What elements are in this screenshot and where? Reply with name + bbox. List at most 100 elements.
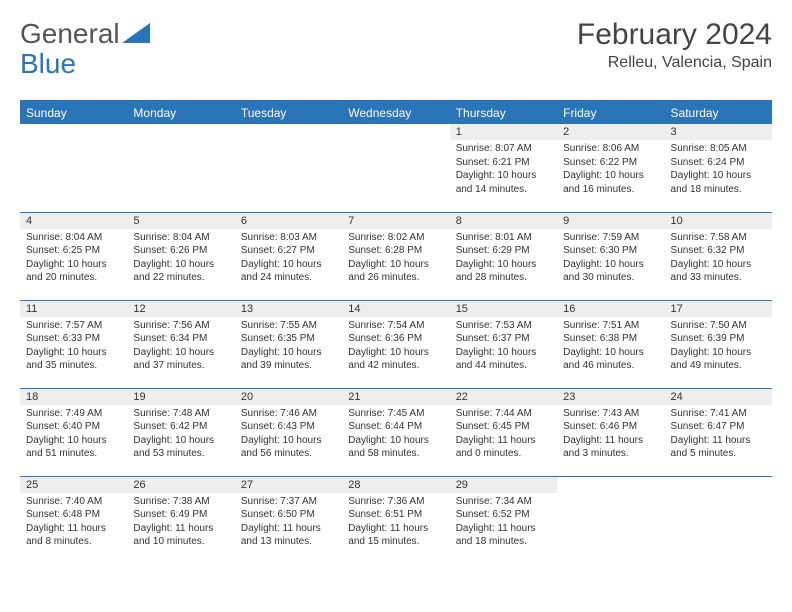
day-cell: 7Sunrise: 8:02 AMSunset: 6:28 PMDaylight… — [342, 212, 449, 300]
day-cell: 21Sunrise: 7:45 AMSunset: 6:44 PMDayligh… — [342, 388, 449, 476]
daylight-text: Daylight: 10 hours and 37 minutes. — [133, 346, 228, 373]
day-body: Sunrise: 7:57 AMSunset: 6:33 PMDaylight:… — [20, 317, 127, 377]
day-cell: 8Sunrise: 8:01 AMSunset: 6:29 PMDaylight… — [450, 212, 557, 300]
sunrise-text: Sunrise: 8:01 AM — [456, 231, 551, 245]
sunset-text: Sunset: 6:35 PM — [241, 332, 336, 346]
day-cell: 22Sunrise: 7:44 AMSunset: 6:45 PMDayligh… — [450, 388, 557, 476]
daylight-text: Daylight: 10 hours and 39 minutes. — [241, 346, 336, 373]
day-empty — [20, 124, 127, 140]
day-cell: 26Sunrise: 7:38 AMSunset: 6:49 PMDayligh… — [127, 476, 234, 564]
day-number: 18 — [20, 389, 127, 405]
location: Relleu, Valencia, Spain — [577, 54, 772, 72]
sunset-text: Sunset: 6:39 PM — [671, 332, 766, 346]
day-body: Sunrise: 7:55 AMSunset: 6:35 PMDaylight:… — [235, 317, 342, 377]
day-number: 25 — [20, 477, 127, 493]
day-cell: 16Sunrise: 7:51 AMSunset: 6:38 PMDayligh… — [557, 300, 664, 388]
day-body: Sunrise: 7:37 AMSunset: 6:50 PMDaylight:… — [235, 493, 342, 553]
month-title: February 2024 — [577, 18, 772, 52]
day-number: 6 — [235, 213, 342, 229]
day-cell: 14Sunrise: 7:54 AMSunset: 6:36 PMDayligh… — [342, 300, 449, 388]
sunrise-text: Sunrise: 7:45 AM — [348, 407, 443, 421]
sunset-text: Sunset: 6:51 PM — [348, 508, 443, 522]
day-cell: 6Sunrise: 8:03 AMSunset: 6:27 PMDaylight… — [235, 212, 342, 300]
sunrise-text: Sunrise: 7:44 AM — [456, 407, 551, 421]
calendar-table: Sunday Monday Tuesday Wednesday Thursday… — [20, 102, 772, 564]
day-body: Sunrise: 7:46 AMSunset: 6:43 PMDaylight:… — [235, 405, 342, 465]
day-number: 14 — [342, 301, 449, 317]
day-body: Sunrise: 7:40 AMSunset: 6:48 PMDaylight:… — [20, 493, 127, 553]
sunset-text: Sunset: 6:43 PM — [241, 420, 336, 434]
sunset-text: Sunset: 6:26 PM — [133, 244, 228, 258]
sunrise-text: Sunrise: 7:59 AM — [563, 231, 658, 245]
day-number: 24 — [665, 389, 772, 405]
day-number: 11 — [20, 301, 127, 317]
day-number: 10 — [665, 213, 772, 229]
day-cell: 20Sunrise: 7:46 AMSunset: 6:43 PMDayligh… — [235, 388, 342, 476]
day-number: 1 — [450, 124, 557, 140]
daylight-text: Daylight: 11 hours and 0 minutes. — [456, 434, 551, 461]
day-cell: 10Sunrise: 7:58 AMSunset: 6:32 PMDayligh… — [665, 212, 772, 300]
logo-text-blue: Blue — [20, 48, 76, 80]
sunset-text: Sunset: 6:30 PM — [563, 244, 658, 258]
sunrise-text: Sunrise: 8:07 AM — [456, 142, 551, 156]
day-number: 7 — [342, 213, 449, 229]
sunset-text: Sunset: 6:25 PM — [26, 244, 121, 258]
day-body: Sunrise: 8:04 AMSunset: 6:25 PMDaylight:… — [20, 229, 127, 289]
sunrise-text: Sunrise: 8:03 AM — [241, 231, 336, 245]
logo: General — [20, 18, 152, 50]
week-row: 25Sunrise: 7:40 AMSunset: 6:48 PMDayligh… — [20, 476, 772, 564]
dow-tuesday: Tuesday — [235, 102, 342, 124]
day-cell: 17Sunrise: 7:50 AMSunset: 6:39 PMDayligh… — [665, 300, 772, 388]
day-body: Sunrise: 7:53 AMSunset: 6:37 PMDaylight:… — [450, 317, 557, 377]
dow-saturday: Saturday — [665, 102, 772, 124]
day-cell — [127, 124, 234, 212]
day-cell: 5Sunrise: 8:04 AMSunset: 6:26 PMDaylight… — [127, 212, 234, 300]
daylight-text: Daylight: 10 hours and 20 minutes. — [26, 258, 121, 285]
day-number: 8 — [450, 213, 557, 229]
day-number: 28 — [342, 477, 449, 493]
daylight-text: Daylight: 10 hours and 30 minutes. — [563, 258, 658, 285]
daylight-text: Daylight: 10 hours and 58 minutes. — [348, 434, 443, 461]
week-row: 1Sunrise: 8:07 AMSunset: 6:21 PMDaylight… — [20, 124, 772, 212]
sunset-text: Sunset: 6:47 PM — [671, 420, 766, 434]
dow-wednesday: Wednesday — [342, 102, 449, 124]
dow-thursday: Thursday — [450, 102, 557, 124]
week-row: 4Sunrise: 8:04 AMSunset: 6:25 PMDaylight… — [20, 212, 772, 300]
day-number: 15 — [450, 301, 557, 317]
sunrise-text: Sunrise: 7:48 AM — [133, 407, 228, 421]
day-cell: 4Sunrise: 8:04 AMSunset: 6:25 PMDaylight… — [20, 212, 127, 300]
daylight-text: Daylight: 10 hours and 16 minutes. — [563, 169, 658, 196]
day-cell: 13Sunrise: 7:55 AMSunset: 6:35 PMDayligh… — [235, 300, 342, 388]
day-empty — [557, 477, 664, 493]
daylight-text: Daylight: 10 hours and 28 minutes. — [456, 258, 551, 285]
day-cell: 12Sunrise: 7:56 AMSunset: 6:34 PMDayligh… — [127, 300, 234, 388]
daylight-text: Daylight: 11 hours and 3 minutes. — [563, 434, 658, 461]
day-number: 5 — [127, 213, 234, 229]
daylight-text: Daylight: 11 hours and 10 minutes. — [133, 522, 228, 549]
sunrise-text: Sunrise: 7:46 AM — [241, 407, 336, 421]
sunset-text: Sunset: 6:42 PM — [133, 420, 228, 434]
daylight-text: Daylight: 10 hours and 46 minutes. — [563, 346, 658, 373]
day-body: Sunrise: 8:06 AMSunset: 6:22 PMDaylight:… — [557, 140, 664, 200]
day-number: 26 — [127, 477, 234, 493]
day-number: 9 — [557, 213, 664, 229]
sunrise-text: Sunrise: 7:40 AM — [26, 495, 121, 509]
sunrise-text: Sunrise: 7:54 AM — [348, 319, 443, 333]
sunrise-text: Sunrise: 7:50 AM — [671, 319, 766, 333]
daylight-text: Daylight: 10 hours and 33 minutes. — [671, 258, 766, 285]
day-body: Sunrise: 7:54 AMSunset: 6:36 PMDaylight:… — [342, 317, 449, 377]
day-number: 3 — [665, 124, 772, 140]
day-cell: 2Sunrise: 8:06 AMSunset: 6:22 PMDaylight… — [557, 124, 664, 212]
sunrise-text: Sunrise: 7:49 AM — [26, 407, 121, 421]
day-body: Sunrise: 8:03 AMSunset: 6:27 PMDaylight:… — [235, 229, 342, 289]
day-body: Sunrise: 8:04 AMSunset: 6:26 PMDaylight:… — [127, 229, 234, 289]
sunrise-text: Sunrise: 7:38 AM — [133, 495, 228, 509]
day-empty — [665, 477, 772, 493]
day-cell: 3Sunrise: 8:05 AMSunset: 6:24 PMDaylight… — [665, 124, 772, 212]
sunset-text: Sunset: 6:34 PM — [133, 332, 228, 346]
daylight-text: Daylight: 11 hours and 15 minutes. — [348, 522, 443, 549]
dow-friday: Friday — [557, 102, 664, 124]
day-body: Sunrise: 7:41 AMSunset: 6:47 PMDaylight:… — [665, 405, 772, 465]
day-cell — [342, 124, 449, 212]
sunrise-text: Sunrise: 7:53 AM — [456, 319, 551, 333]
